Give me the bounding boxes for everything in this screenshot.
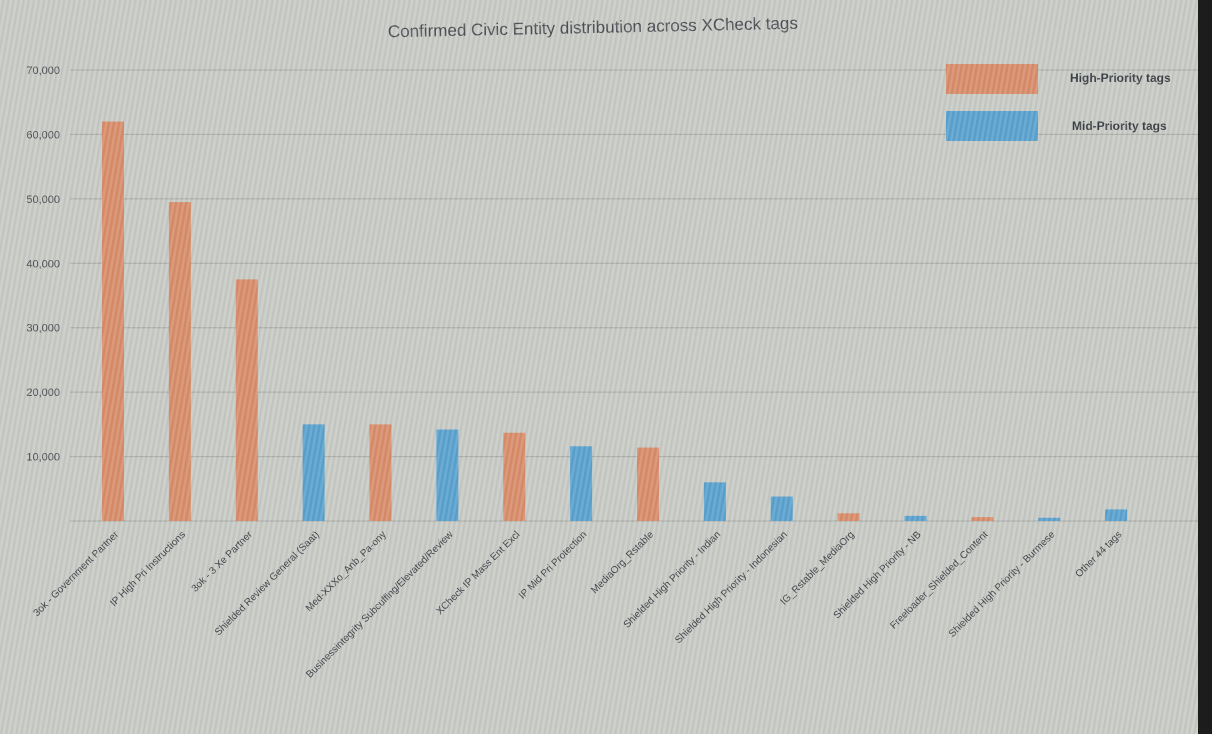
- legend-label-high-priority: High-Priority tags: [1070, 71, 1171, 85]
- y-tick-label: 40,000: [26, 258, 60, 270]
- x-tick-label: 3ok - 3 Xe Partner: [190, 529, 256, 595]
- x-tick-label: IG_Rstable_MediaOrg: [779, 529, 857, 607]
- bar-mid-priority: [703, 482, 726, 521]
- bar-high-priority: [369, 424, 392, 521]
- bar-high-priority: [637, 447, 659, 521]
- x-tick-label: Shielded Review General (Saat): [213, 529, 322, 638]
- x-tick-label: IP High Pri Instructions: [108, 529, 188, 609]
- bar-high-priority: [837, 513, 860, 521]
- bar-mid-priority: [1038, 517, 1061, 521]
- y-axis: 10,000 20,000 30,000 40,000 50,000 60,000 70,0…: [26, 65, 60, 464]
- x-tick-label: IP Mid Pri Protection: [517, 529, 589, 601]
- x-tick-label: Businessintegrity Subcuffing/Elevated/Re…: [304, 529, 456, 681]
- y-tick-label: 70,000: [26, 65, 60, 77]
- legend-swatch-high-priority: [946, 64, 1038, 94]
- x-tick-label: Shielded High Priority - Burmese: [947, 529, 1058, 640]
- bar-mid-priority: [904, 515, 927, 521]
- bar-mid-priority: [570, 446, 593, 521]
- bar-high-priority: [168, 202, 191, 522]
- bar-high-priority: [102, 121, 124, 522]
- legend-swatch-mid-priority: [946, 111, 1038, 141]
- bar-high-priority: [971, 517, 994, 521]
- bars: [102, 121, 1128, 522]
- x-tick-label: 3ok - Government Partner: [32, 529, 122, 619]
- legend: High-Priority tags Mid-Priority tags: [946, 64, 1171, 141]
- bar-mid-priority: [770, 496, 793, 521]
- bar-high-priority: [235, 279, 258, 521]
- y-tick-label: 60,000: [26, 129, 60, 141]
- x-tick-label: Shielded High Priority - Indonesian: [673, 529, 790, 646]
- bar-mid-priority: [302, 424, 325, 521]
- x-tick-label: Other 44 tags: [1074, 529, 1125, 580]
- y-tick-label: 10,000: [26, 452, 60, 464]
- bar-high-priority: [503, 432, 526, 521]
- y-tick-label: 30,000: [26, 323, 60, 335]
- gridlines: [70, 69, 1198, 522]
- legend-label-mid-priority: Mid-Priority tags: [1072, 119, 1167, 133]
- chart-title: Confirmed Civic Entity distribution acro…: [388, 14, 798, 42]
- bar-mid-priority: [1105, 509, 1128, 521]
- y-tick-label: 50,000: [26, 194, 60, 206]
- y-tick-label: 20,000: [26, 387, 60, 399]
- bar-mid-priority: [436, 429, 459, 521]
- x-tick-label: MediaOrg_Rstable: [589, 529, 656, 596]
